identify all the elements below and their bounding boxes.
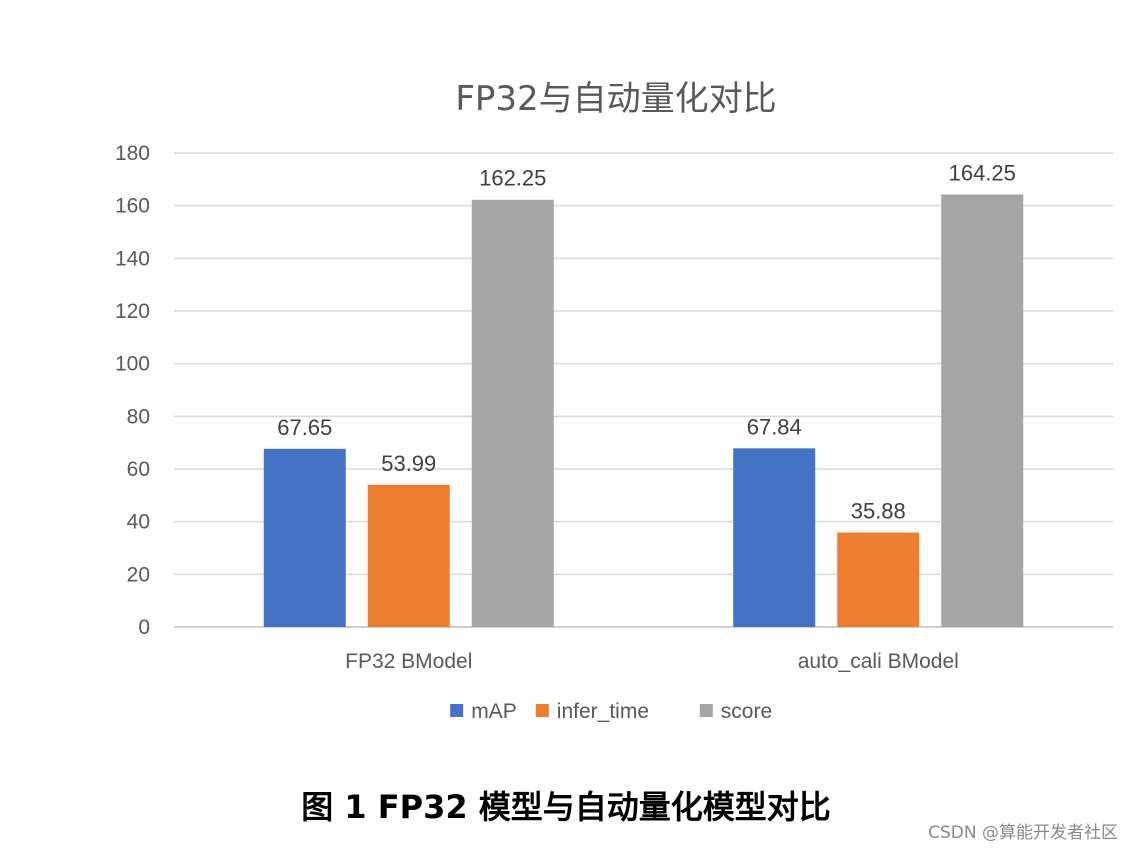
y-tick-label: 120 bbox=[115, 300, 150, 323]
data-label-mAP-0: 67.65 bbox=[277, 415, 332, 440]
bar-score-0 bbox=[471, 199, 554, 627]
bars bbox=[263, 194, 1024, 627]
y-tick-label: 80 bbox=[127, 405, 150, 428]
bar-mAP-0 bbox=[263, 448, 346, 627]
x-axis-category-labels: FP32 BModel auto_cali BModel bbox=[345, 650, 959, 673]
chart-title: FP32与自动量化对比 bbox=[455, 79, 776, 119]
y-tick-label: 100 bbox=[115, 353, 150, 376]
data-label-infer_time-1: 35.88 bbox=[851, 499, 906, 524]
legend-label-mAP: mAP bbox=[471, 700, 517, 723]
figure-caption: 图 1 FP32 模型与自动量化模型对比 bbox=[301, 788, 831, 826]
y-tick-label: 40 bbox=[127, 511, 150, 534]
y-axis-tick-labels: 0 20 40 60 80 100 120 140 160 180 bbox=[115, 142, 150, 639]
x-category-label: auto_cali BModel bbox=[798, 650, 959, 673]
y-tick-label: 60 bbox=[127, 458, 150, 481]
legend-swatch-infer_time bbox=[535, 704, 549, 717]
y-tick-label: 140 bbox=[115, 247, 150, 270]
legend: mAP infer_time score bbox=[450, 700, 772, 723]
legend-label-infer_time: infer_time bbox=[557, 700, 649, 723]
watermark: CSDN @算能开发者社区 bbox=[928, 823, 1118, 843]
x-category-label: FP32 BModel bbox=[345, 650, 472, 673]
data-label-mAP-1: 67.84 bbox=[747, 414, 802, 439]
bar-infer_time-1 bbox=[837, 532, 920, 627]
bar-infer_time-0 bbox=[367, 484, 450, 627]
legend-label-score: score bbox=[721, 700, 772, 723]
bar-mAP-1 bbox=[733, 448, 816, 627]
y-tick-label: 160 bbox=[115, 195, 150, 218]
data-label-score-1: 164.25 bbox=[949, 160, 1016, 185]
bar-score-1 bbox=[941, 194, 1024, 627]
y-tick-label: 20 bbox=[127, 563, 150, 586]
data-labels: 67.65 53.99 162.25 67.84 35.88 164.25 bbox=[277, 160, 1016, 523]
y-tick-label: 0 bbox=[138, 616, 150, 639]
legend-swatch-score bbox=[699, 704, 713, 717]
data-label-score-0: 162.25 bbox=[479, 166, 546, 191]
data-label-infer_time-0: 53.99 bbox=[381, 451, 436, 476]
y-tick-label: 180 bbox=[115, 142, 150, 165]
legend-swatch-mAP bbox=[450, 704, 464, 717]
